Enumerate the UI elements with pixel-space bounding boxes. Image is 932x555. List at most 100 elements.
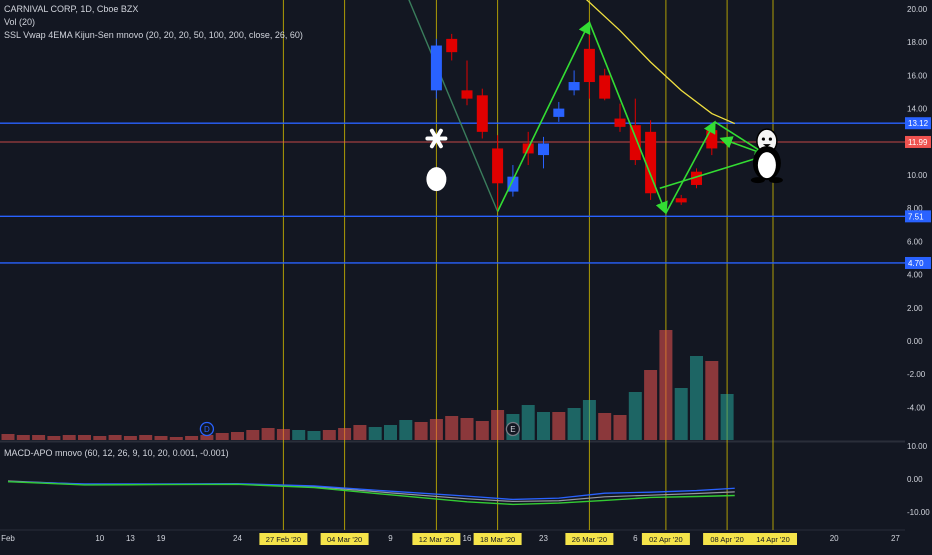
volume-bar <box>628 392 642 440</box>
pattern-line <box>588 21 668 215</box>
price-label-box <box>905 117 931 130</box>
price-tick-label: 0.00 <box>907 337 923 346</box>
volume-bar <box>720 394 734 440</box>
macd-tick-label: -10.00 <box>907 508 930 517</box>
volume-bar <box>154 436 168 440</box>
candle <box>629 125 641 161</box>
date-marker-label: 04 Mar '20 <box>327 535 362 544</box>
date-marker-box <box>412 533 461 545</box>
volume-bar <box>368 427 382 440</box>
volume-bar <box>78 435 91 440</box>
volume-bar <box>659 330 673 440</box>
macd-legend: MACD-APO mnovo (60, 12, 26, 9, 10, 20, 0… <box>4 448 229 458</box>
volume-bar <box>16 435 30 440</box>
volume-legend: Vol (20) <box>4 17 36 27</box>
price-label-box <box>905 135 931 148</box>
date-marker-label: 26 Mar '20 <box>572 535 607 544</box>
volume-bar <box>445 416 459 440</box>
price-tick-label: 18.00 <box>907 38 928 47</box>
volume-bar <box>598 413 612 440</box>
penguin-eye <box>768 137 772 141</box>
macd-tick-label: 0.00 <box>907 475 923 484</box>
volume-bar <box>460 418 474 440</box>
event-badge-label: D <box>204 425 210 434</box>
price-tick-label: 4.00 <box>907 271 923 280</box>
circle-marker <box>426 167 447 192</box>
candle <box>691 171 702 185</box>
date-marker-box <box>749 533 797 545</box>
date-marker-label: 27 Feb '20 <box>266 535 301 544</box>
volume-bar <box>537 412 550 440</box>
volume-bar <box>32 435 46 440</box>
asterisk-icon <box>425 128 448 149</box>
penguin-eye <box>761 137 765 141</box>
price-label-box <box>905 256 931 269</box>
candle <box>476 95 488 132</box>
price-tick-label: 14.00 <box>907 105 928 114</box>
volume-bar <box>276 429 290 440</box>
trend-line <box>408 0 499 212</box>
volume-bar <box>93 436 107 440</box>
volume-bar <box>108 435 122 440</box>
volume-bar <box>139 435 153 440</box>
date-marker-label: 08 Apr '20 <box>710 535 744 544</box>
volume-bar <box>215 433 229 440</box>
volume-bar <box>475 421 489 440</box>
volume-bar <box>429 419 443 440</box>
time-axis-label: 24 <box>233 534 242 543</box>
volume-bar <box>491 410 505 440</box>
price-tick-label: 16.00 <box>907 71 928 80</box>
candle <box>583 48 595 83</box>
volume-bar <box>582 400 596 440</box>
penguin-foot <box>750 177 765 184</box>
pattern-line <box>714 121 769 156</box>
price-label: 4.70 <box>908 259 924 268</box>
moving-average-line <box>585 0 736 125</box>
candle <box>568 82 580 91</box>
volume-bar <box>292 430 306 440</box>
volume-bar <box>690 356 703 440</box>
penguin-belly <box>757 152 776 179</box>
price-tick-label: 20.00 <box>907 5 928 14</box>
price-label: 13.12 <box>908 119 929 128</box>
signal-line <box>7 480 735 506</box>
date-marker-box <box>320 533 369 545</box>
price-label-box <box>905 210 931 223</box>
volume-bar <box>552 412 566 440</box>
price-tick-label: 10.00 <box>907 171 928 180</box>
price-label: 11.99 <box>908 138 928 147</box>
volume-bar <box>414 422 428 440</box>
volume-bar <box>644 370 658 440</box>
volume-bar <box>705 361 719 440</box>
time-axis-label: 19 <box>157 534 166 543</box>
time-axis-label: 16 <box>463 534 472 543</box>
volume-bar <box>185 436 199 440</box>
candle <box>492 148 504 184</box>
price-tick-label: 8.00 <box>907 204 923 213</box>
candle <box>614 118 626 127</box>
volume-bar <box>521 405 535 440</box>
volume-bar <box>384 425 397 440</box>
volume-bar <box>261 428 275 440</box>
volume-bar <box>231 432 244 440</box>
indicator-legend: SSL Vwap 4EMA Kijun-Sen mnovo (20, 20, 2… <box>4 30 303 40</box>
candle <box>461 90 473 99</box>
time-axis-label: 27 <box>891 534 900 543</box>
time-axis-label: 10 <box>95 534 104 543</box>
candle <box>675 198 687 203</box>
volume-bar <box>674 388 688 440</box>
chart-title: CARNIVAL CORP, 1D, Cboe BZX <box>4 4 139 14</box>
date-marker-label: 18 Mar '20 <box>480 535 515 544</box>
macd-tick-label: 10.00 <box>907 442 928 451</box>
date-marker-box <box>565 533 614 545</box>
volume-bar <box>338 428 352 440</box>
volume-bar <box>567 408 581 440</box>
volume-bar <box>200 435 214 440</box>
date-marker-box <box>641 533 690 545</box>
date-marker-label: 12 Mar '20 <box>419 535 454 544</box>
candle <box>446 38 458 53</box>
asterisk-stroke <box>429 128 443 149</box>
date-marker-label: 02 Apr '20 <box>649 535 683 544</box>
